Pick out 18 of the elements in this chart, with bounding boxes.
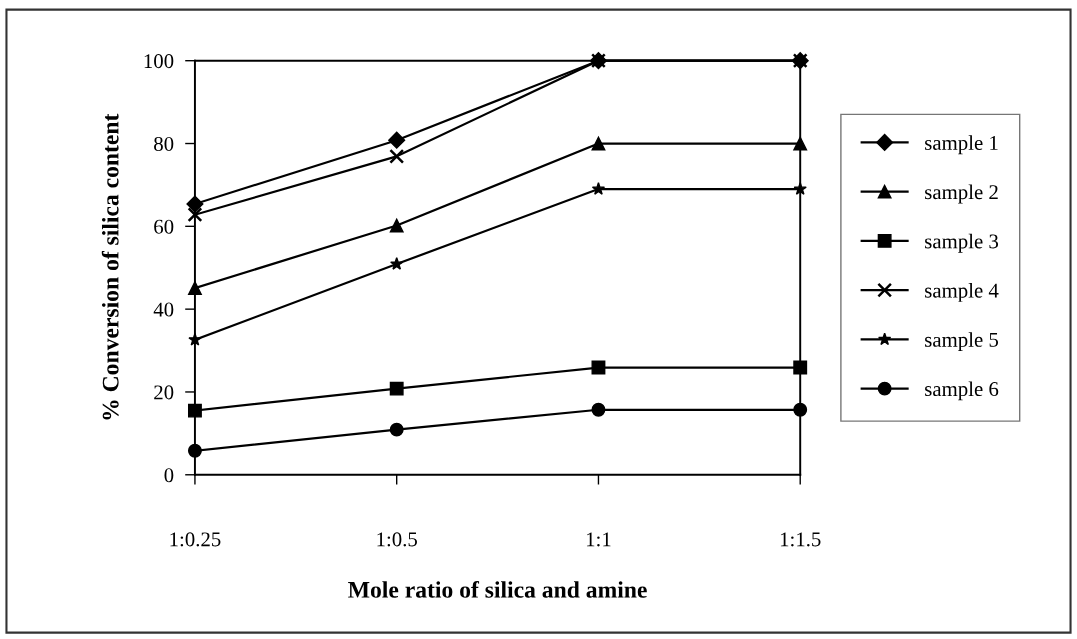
y-tick-label: 20 (154, 385, 174, 400)
x-tick-label: 1:1 (586, 532, 611, 547)
x-tick-label: 1:1.5 (780, 532, 821, 547)
y-tick-label: 80 (154, 136, 174, 151)
legend-label: sample 1 (925, 135, 998, 155)
legend-label: sample 4 (925, 282, 999, 302)
legend-label: sample 5 (925, 332, 999, 352)
legend-label: sample 2 (925, 184, 998, 204)
y-axis-title: % Conversion of silica content (101, 113, 119, 420)
x-tick-label: 1:0.5 (377, 532, 417, 547)
x-axis-title: Mole ratio of silica and amine (348, 580, 647, 598)
y-tick-label: 60 (154, 219, 174, 234)
y-tick-label: 100 (144, 54, 174, 69)
y-tick-label: 0 (164, 468, 174, 483)
x-tick-label: 1:0.25 (170, 532, 221, 547)
y-tick-label: 40 (153, 302, 174, 317)
legend-label: sample 3 (925, 233, 999, 253)
legend-label: sample 6 (925, 381, 999, 401)
